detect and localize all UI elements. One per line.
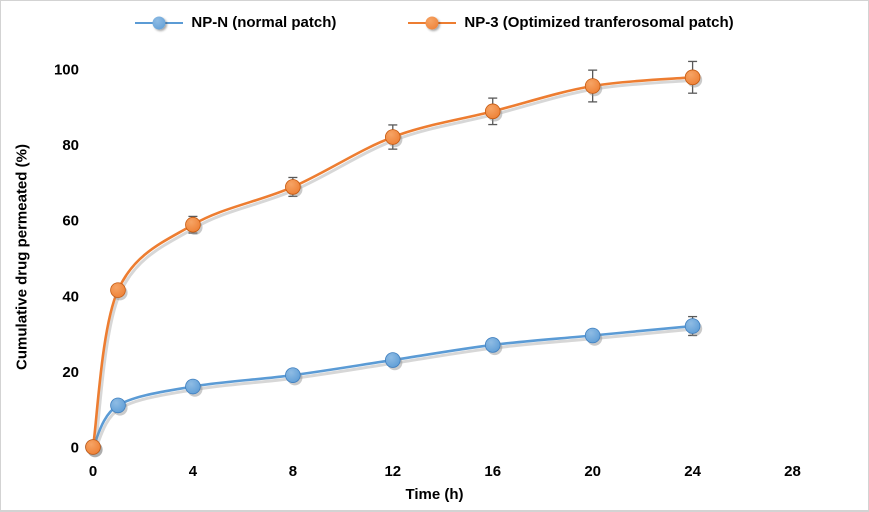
x-tick-label: 28: [784, 463, 801, 480]
legend-dot-icon: [425, 16, 439, 29]
x-tick-label: 4: [189, 463, 198, 480]
data-point-np-3-0: [85, 439, 101, 455]
y-tick-label: 40: [62, 288, 79, 305]
x-tick-label: 16: [484, 463, 501, 480]
data-point-np-3-24: [684, 69, 701, 86]
legend-dot-icon: [152, 16, 166, 29]
data-point-np-3-4: [185, 216, 201, 233]
legend-item-np-3: NP-3 (Optimized tranferosomal patch): [408, 14, 734, 31]
y-axis-title: Cumulative drug permeated (%): [13, 144, 31, 370]
legend-item-np-n: NP-N (normal patch): [135, 14, 336, 31]
y-tick-label: 60: [62, 213, 79, 230]
x-tick-label: 8: [289, 463, 297, 480]
legend-marker-np-n: [135, 15, 184, 31]
data-point-np-n-4: [185, 378, 201, 395]
data-point-np-n-24: [684, 318, 701, 334]
legend-marker-np-3: [408, 15, 457, 31]
x-tick-label: 0: [89, 463, 97, 480]
data-point-np-3-8: [285, 179, 301, 195]
series-line-0: [91, 324, 694, 449]
y-tick-label: 100: [54, 62, 79, 79]
y-tick-label: 0: [71, 440, 79, 457]
data-point-np-n-12: [384, 352, 401, 368]
data-point-np-n-20: [584, 327, 601, 344]
legend-label-np-n: NP-N (normal patch): [191, 14, 337, 31]
x-tick-label: 12: [384, 463, 401, 480]
x-axis-title: Time (h): [405, 486, 464, 503]
legend-label-np-3: NP-3 (Optimized tranferosomal patch): [464, 14, 734, 31]
legend: NP-N (normal patch) NP-3 (Optimized tran…: [1, 14, 868, 31]
x-tick-label: 20: [584, 463, 601, 480]
data-point-np-3-12: [384, 129, 401, 145]
data-point-np-3-1: [110, 282, 126, 298]
x-tick-label: 24: [684, 463, 701, 480]
y-tick-label: 20: [62, 364, 79, 381]
data-point-np-3-16: [484, 103, 501, 120]
y-tick-label: 80: [62, 137, 79, 154]
series-line-shadow: [93, 327, 695, 451]
data-point-np-n-16: [484, 337, 501, 353]
data-point-np-n-1: [110, 397, 126, 414]
data-point-np-n-8: [285, 367, 301, 383]
data-point-np-3-20: [584, 78, 601, 94]
